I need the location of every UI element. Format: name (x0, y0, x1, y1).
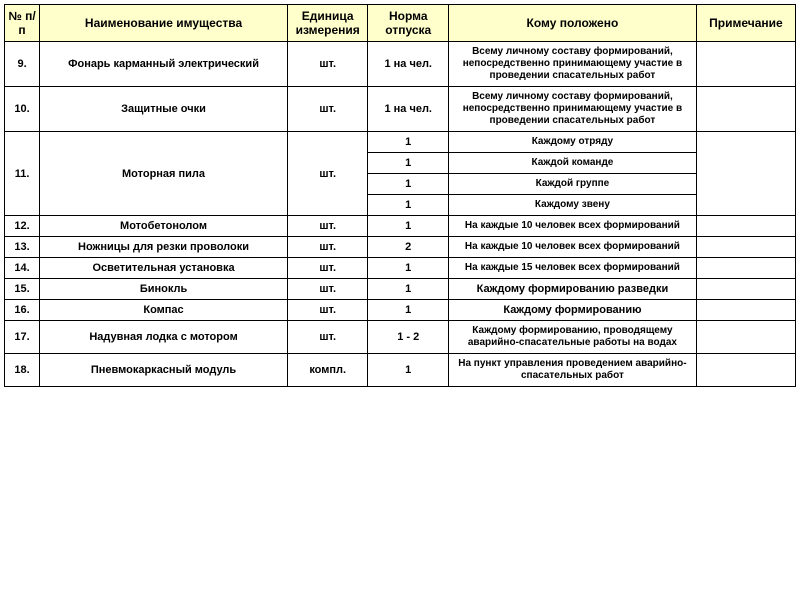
cell-num: 16. (5, 300, 40, 321)
cell-note (696, 216, 795, 237)
cell-norm: 2 (368, 237, 449, 258)
cell-name: Фонарь карманный электрический (40, 42, 288, 87)
table-row: 18.Пневмокаркасный модулькомпл.1На пункт… (5, 354, 796, 387)
cell-note (696, 132, 795, 216)
table-row: 12.Мотобетоноломшт.1На каждые 10 человек… (5, 216, 796, 237)
cell-name: Ножницы для резки проволоки (40, 237, 288, 258)
cell-who: Каждой группе (449, 174, 697, 195)
cell-note (696, 300, 795, 321)
cell-num: 9. (5, 42, 40, 87)
cell-norm: 1 - 2 (368, 321, 449, 354)
cell-name: Моторная пила (40, 132, 288, 216)
cell-unit: шт. (287, 216, 368, 237)
cell-norm: 1 на чел. (368, 42, 449, 87)
cell-unit: шт. (287, 132, 368, 216)
cell-unit: шт. (287, 42, 368, 87)
table-row: 17.Надувная лодка с моторомшт.1 - 2Каждо… (5, 321, 796, 354)
cell-num: 13. (5, 237, 40, 258)
cell-name: Надувная лодка с мотором (40, 321, 288, 354)
cell-unit: компл. (287, 354, 368, 387)
cell-norm: 1 (368, 279, 449, 300)
table-row: 9.Фонарь карманный электрическийшт.1 на … (5, 42, 796, 87)
cell-norm: 1 на чел. (368, 87, 449, 132)
table-row: 15.Бинокльшт.1Каждому формированию разве… (5, 279, 796, 300)
table-row: 13.Ножницы для резки проволокишт.2На каж… (5, 237, 796, 258)
cell-unit: шт. (287, 279, 368, 300)
cell-who: На каждые 10 человек всех формирований (449, 237, 697, 258)
cell-unit: шт. (287, 300, 368, 321)
col-header-norm: Норма отпуска (368, 5, 449, 42)
cell-num: 17. (5, 321, 40, 354)
cell-who: Каждому формированию разведки (449, 279, 697, 300)
cell-who: Всему личному составу формирований, непо… (449, 87, 697, 132)
col-header-note: Примечание (696, 5, 795, 42)
cell-who: Каждому отряду (449, 132, 697, 153)
cell-norm: 1 (368, 354, 449, 387)
cell-norm: 1 (368, 132, 449, 153)
col-header-num: № п/п (5, 5, 40, 42)
cell-name: Защитные очки (40, 87, 288, 132)
cell-norm: 1 (368, 195, 449, 216)
cell-name: Мотобетонолом (40, 216, 288, 237)
table-row: 14.Осветительная установкашт.1На каждые … (5, 258, 796, 279)
cell-who: Всему личному составу формирований, непо… (449, 42, 697, 87)
cell-note (696, 42, 795, 87)
cell-num: 10. (5, 87, 40, 132)
cell-name: Компас (40, 300, 288, 321)
cell-norm: 1 (368, 216, 449, 237)
table-row: 16.Компасшт.1Каждому формированию (5, 300, 796, 321)
cell-note (696, 237, 795, 258)
cell-note (696, 258, 795, 279)
table-row: 10.Защитные очкишт.1 на чел.Всему личном… (5, 87, 796, 132)
cell-norm: 1 (368, 300, 449, 321)
cell-name: Бинокль (40, 279, 288, 300)
cell-unit: шт. (287, 258, 368, 279)
cell-name: Пневмокаркасный модуль (40, 354, 288, 387)
cell-num: 18. (5, 354, 40, 387)
cell-num: 15. (5, 279, 40, 300)
cell-norm: 1 (368, 153, 449, 174)
cell-who: На каждые 15 человек всех формирований (449, 258, 697, 279)
cell-num: 12. (5, 216, 40, 237)
table-body: 9.Фонарь карманный электрическийшт.1 на … (5, 42, 796, 387)
equipment-table: № п/п Наименование имущества Единица изм… (4, 4, 796, 387)
cell-who: Каждому звену (449, 195, 697, 216)
cell-who: Каждой команде (449, 153, 697, 174)
cell-who: Каждому формированию, проводящему аварий… (449, 321, 697, 354)
cell-note (696, 321, 795, 354)
cell-norm: 1 (368, 258, 449, 279)
table-row: 11.Моторная пилашт.1Каждому отряду (5, 132, 796, 153)
cell-who: На каждые 10 человек всех формирований (449, 216, 697, 237)
cell-who: На пункт управления проведением аварийно… (449, 354, 697, 387)
cell-num: 14. (5, 258, 40, 279)
cell-who: Каждому формированию (449, 300, 697, 321)
table-header: № п/п Наименование имущества Единица изм… (5, 5, 796, 42)
col-header-who: Кому положено (449, 5, 697, 42)
cell-num: 11. (5, 132, 40, 216)
cell-unit: шт. (287, 321, 368, 354)
cell-unit: шт. (287, 87, 368, 132)
cell-note (696, 87, 795, 132)
cell-name: Осветительная установка (40, 258, 288, 279)
cell-unit: шт. (287, 237, 368, 258)
col-header-unit: Единица измерения (287, 5, 368, 42)
cell-note (696, 279, 795, 300)
cell-norm: 1 (368, 174, 449, 195)
cell-note (696, 354, 795, 387)
col-header-name: Наименование имущества (40, 5, 288, 42)
